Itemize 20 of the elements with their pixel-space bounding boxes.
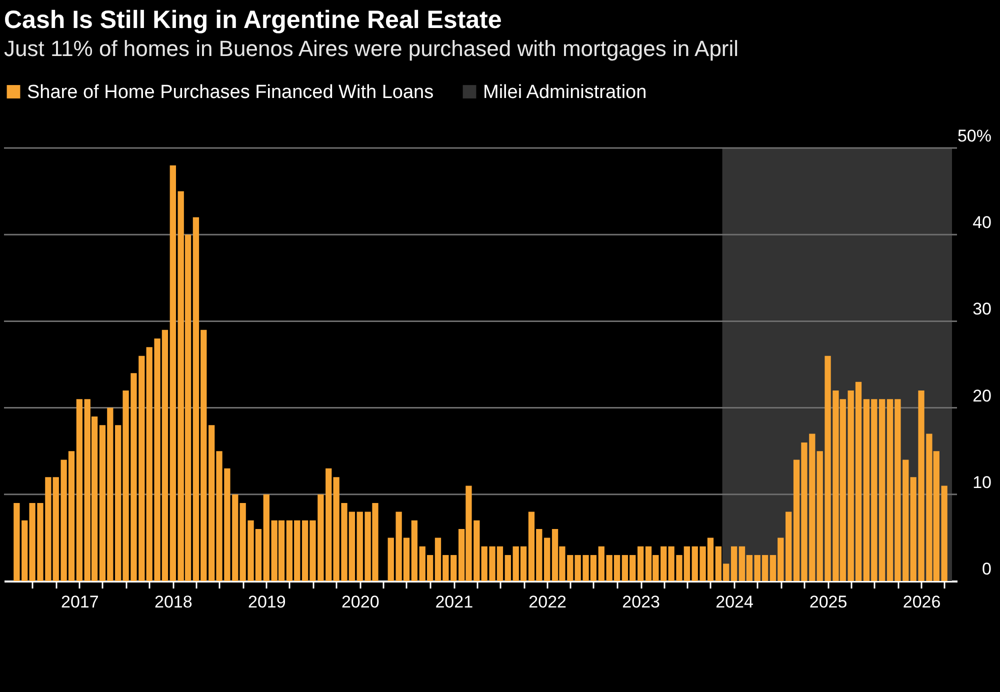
y-tick-label: 0 — [982, 560, 992, 578]
y-tick-label: 30 — [972, 300, 992, 319]
y-tick-label: 50% — [957, 126, 992, 146]
x-tick-label: 2022 — [528, 592, 567, 612]
legend-label: Milei Administration — [483, 82, 647, 103]
x-tick-label: 2018 — [154, 592, 192, 612]
chart-subtitle: Just 11% of homes in Buenos Aires were purchased with mortgages in April — [4, 36, 739, 61]
legend-label: Share of Home Purchases Financed With Loans — [27, 82, 434, 103]
x-tick-label: 2023 — [622, 592, 660, 612]
chart-title: Cash Is Still King in Argentine Real Estate — [4, 6, 502, 34]
y-tick-label: 10 — [972, 472, 992, 492]
x-tick-label: 2025 — [809, 592, 848, 612]
y-tick-label: 20 — [972, 386, 992, 406]
x-tick-label: 2021 — [435, 592, 474, 612]
x-tick-label: 2017 — [61, 592, 99, 612]
x-tick-label: 2026 — [902, 592, 941, 612]
x-tick-label: 2024 — [716, 592, 754, 612]
x-tick-label: 2019 — [248, 592, 286, 612]
x-tick-label: 2020 — [341, 592, 380, 612]
y-tick-label: 40 — [972, 213, 992, 232]
